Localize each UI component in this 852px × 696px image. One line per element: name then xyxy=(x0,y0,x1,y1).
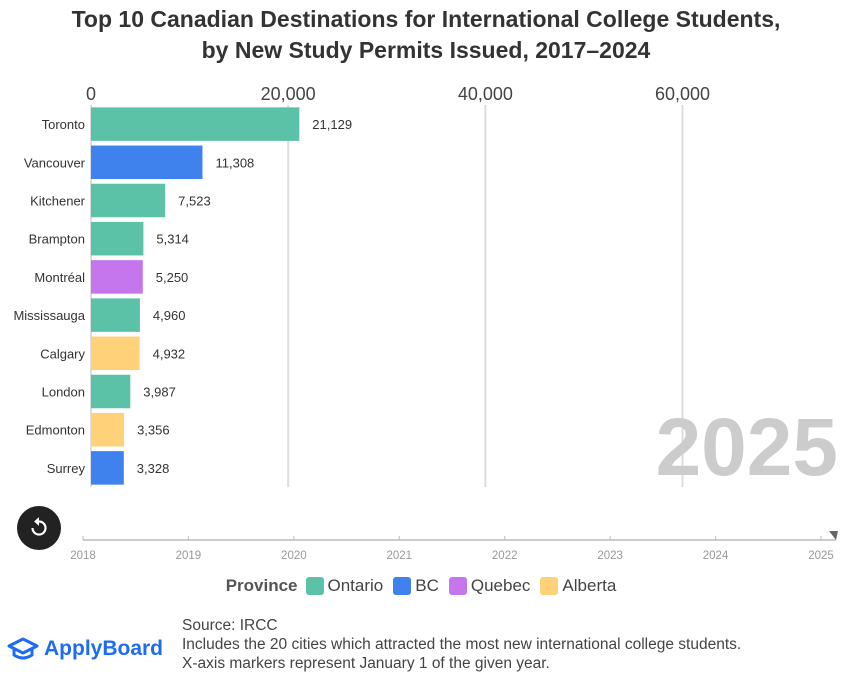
x-tick-label: 40,000 xyxy=(458,84,513,104)
legend-label-quebec: Quebec xyxy=(470,576,531,595)
category-label: London xyxy=(42,385,85,400)
value-label: 11,308 xyxy=(215,155,254,170)
note-source: Source: IRCC xyxy=(182,617,278,634)
timeline-label: 2020 xyxy=(281,550,307,562)
replay-icon xyxy=(31,517,47,536)
legend-item-quebec[interactable]: Quebec xyxy=(448,576,531,596)
bar xyxy=(91,298,140,332)
value-label: 4,960 xyxy=(153,308,186,323)
value-label: 5,314 xyxy=(156,232,189,247)
bar xyxy=(91,183,166,218)
category-label: Vancouver xyxy=(24,155,86,170)
bar xyxy=(91,374,131,409)
bar xyxy=(91,336,140,371)
legend-swatch-bc xyxy=(393,577,412,595)
timeline-handle xyxy=(829,531,838,540)
category-label: Toronto xyxy=(42,117,85,132)
timeline-label: 2019 xyxy=(176,550,202,562)
x-tick-label: 20,000 xyxy=(261,84,316,104)
chart-notes: Source: IRCC Includes the 20 cities whic… xyxy=(182,616,822,673)
note-cities: Includes the 20 cities which attracted t… xyxy=(182,636,742,653)
legend-item-ontario[interactable]: Ontario xyxy=(305,576,384,596)
value-label: 3,356 xyxy=(137,423,170,438)
value-label: 3,987 xyxy=(143,385,176,400)
applyboard-logo[interactable]: ApplyBoard xyxy=(6,636,163,662)
graduation-cap-icon xyxy=(7,637,39,660)
bar xyxy=(91,221,144,256)
category-label: Montréal xyxy=(34,270,85,285)
legend-item-bc[interactable]: BC xyxy=(393,576,439,596)
value-label: 4,932 xyxy=(153,346,186,361)
category-label: Surrey xyxy=(47,461,86,476)
replay-button[interactable] xyxy=(17,506,61,550)
chart-title-line2: by New Study Permits Issued, 2017–2024 xyxy=(201,37,651,63)
chart-title: Top 10 Canadian Destinations for Interna… xyxy=(0,4,852,66)
category-label: Calgary xyxy=(40,346,85,361)
legend-item-alberta[interactable]: Alberta xyxy=(540,576,616,596)
legend-label-alberta: Alberta xyxy=(562,576,617,595)
note-xaxis: X-axis markers represent January 1 of th… xyxy=(182,655,550,672)
category-label: Edmonton xyxy=(26,423,85,438)
legend: Province Ontario BC Quebec Alberta xyxy=(0,576,852,596)
timeline-label: 2024 xyxy=(703,550,729,562)
timeline-label: 2022 xyxy=(492,550,518,562)
bar xyxy=(91,145,203,180)
legend-label-bc: BC xyxy=(415,576,439,595)
category-label: Kitchener xyxy=(30,194,86,209)
brand-name: ApplyBoard xyxy=(44,637,164,660)
category-label: Brampton xyxy=(29,232,85,247)
year-overlay: 2025 xyxy=(656,402,838,493)
x-tick-label: 60,000 xyxy=(655,84,710,104)
bar xyxy=(91,107,300,141)
value-label: 7,523 xyxy=(178,194,211,209)
legend-swatch-ontario xyxy=(305,577,324,595)
bar xyxy=(91,412,125,447)
value-label: 21,129 xyxy=(312,117,352,132)
timeline-label: 2025 xyxy=(808,550,834,562)
category-label: Mississauga xyxy=(13,308,85,323)
legend-label-ontario: Ontario xyxy=(327,576,384,595)
value-label: 3,328 xyxy=(137,461,170,476)
legend-swatch-quebec xyxy=(448,577,467,595)
timeline-label: 2021 xyxy=(386,550,412,562)
legend-swatch-alberta xyxy=(540,577,559,595)
legend-title: Province xyxy=(225,576,298,595)
x-tick-label: 0 xyxy=(86,84,96,104)
value-label: 5,250 xyxy=(156,270,189,285)
bar xyxy=(91,260,143,294)
timeline-label: 2023 xyxy=(597,550,623,562)
timeline-label: 2018 xyxy=(70,550,96,562)
bar xyxy=(91,451,124,485)
chart-title-line1: Top 10 Canadian Destinations for Interna… xyxy=(71,6,781,32)
